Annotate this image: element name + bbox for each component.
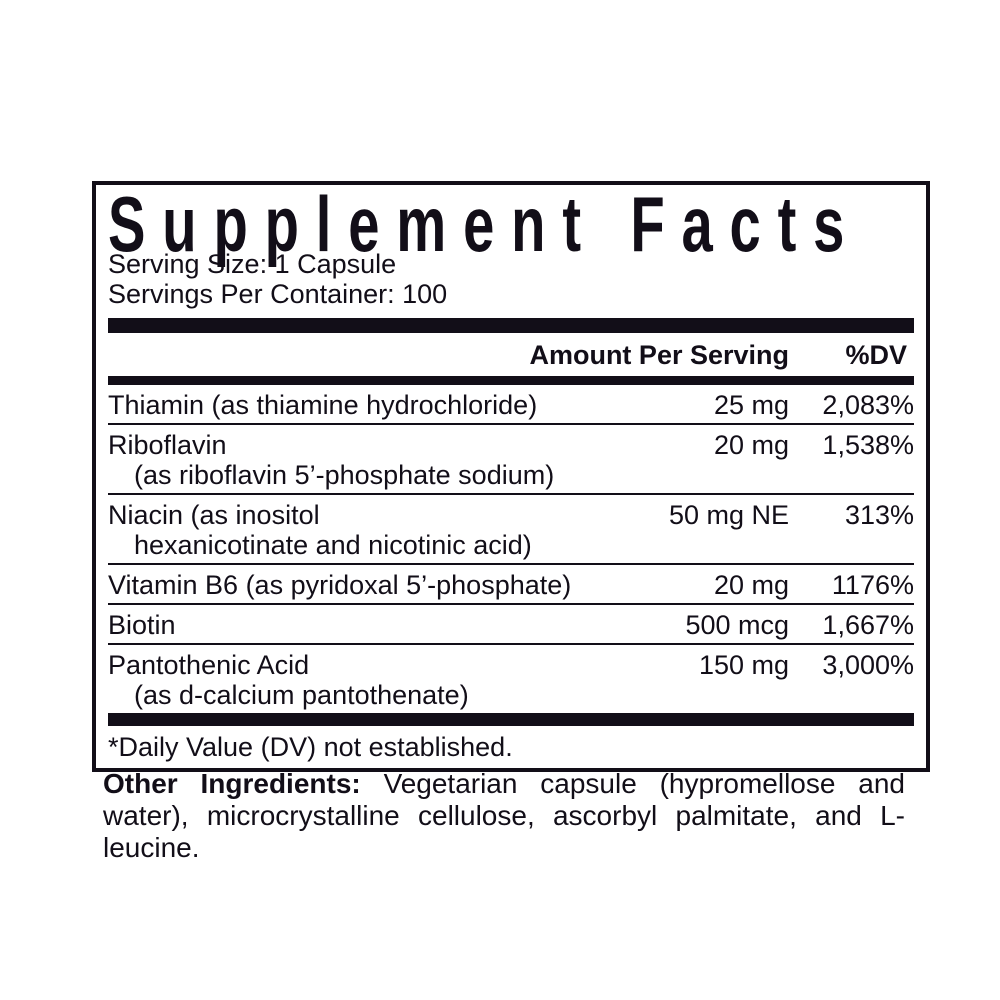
nutrient-subname: hexanicotinate and nicotinic acid)	[134, 530, 532, 560]
table-row: Thiamin (as thiamine hydrochloride) 25 m…	[108, 385, 914, 425]
other-ingredients-label: Other Ingredients:	[103, 768, 361, 799]
other-ingredients-text: Vegetarian capsule (hypromellose and wat…	[103, 768, 905, 863]
nutrient-dv: 3,000%	[822, 650, 914, 680]
nutrient-name-cell: Pantothenic Acid (as d-calcium pantothen…	[108, 650, 619, 710]
nutrient-amount: 50 mg NE	[668, 500, 789, 530]
nutrient-table: Thiamin (as thiamine hydrochloride) 25 m…	[108, 385, 914, 713]
nutrient-dv: 1,667%	[822, 610, 914, 640]
nutrient-name-cell: Niacin (as inositol hexanicotinate and n…	[108, 500, 619, 560]
nutrient-amount: 500 mcg	[685, 610, 789, 640]
nutrient-subname: (as d-calcium pantothenate)	[134, 680, 469, 710]
nutrient-subname: (as riboflavin 5’-phosphate sodium)	[134, 460, 555, 490]
nutrient-name: Thiamin (as thiamine hydrochloride)	[108, 390, 538, 420]
servings-per-container: Servings Per Container: 100	[108, 279, 448, 309]
table-row: Vitamin B6 (as pyridoxal 5’-phosphate) 2…	[108, 565, 914, 605]
divider-thick-bottom	[108, 713, 914, 726]
nutrient-amount: 150 mg	[698, 650, 789, 680]
nutrient-dv: 1176%	[831, 570, 914, 600]
daily-value-footnote: *Daily Value (DV) not established.	[108, 732, 513, 762]
nutrient-name: Vitamin B6 (as pyridoxal 5’-phosphate)	[108, 570, 572, 600]
nutrient-name: Biotin	[108, 610, 176, 640]
column-headers: Amount Per Serving %DV	[108, 333, 914, 376]
panel-title: Supplement Facts	[108, 180, 862, 268]
percent-dv-header: %DV	[845, 340, 907, 370]
nutrient-dv: 2,083%	[822, 390, 914, 420]
nutrient-name-cell: Riboflavin (as riboflavin 5’-phosphate s…	[108, 430, 619, 490]
nutrient-name-cell: Biotin	[108, 610, 619, 640]
table-row: Riboflavin (as riboflavin 5’-phosphate s…	[108, 425, 914, 495]
other-ingredients: Other Ingredients: Vegetarian capsule (h…	[103, 768, 905, 864]
table-row: Biotin 500 mcg 1,667%	[108, 605, 914, 645]
nutrient-name-cell: Thiamin (as thiamine hydrochloride)	[108, 390, 619, 420]
table-row: Niacin (as inositol hexanicotinate and n…	[108, 495, 914, 565]
nutrient-name: Riboflavin	[108, 430, 227, 460]
nutrient-name: Pantothenic Acid	[108, 650, 310, 680]
nutrient-dv: 1,538%	[822, 430, 914, 460]
supplement-facts-panel: Supplement Facts Serving Size: 1 Capsule…	[92, 181, 930, 772]
nutrient-name-cell: Vitamin B6 (as pyridoxal 5’-phosphate)	[108, 570, 619, 600]
nutrient-name: Niacin (as inositol	[108, 500, 320, 530]
divider-thick-top	[108, 318, 914, 333]
amount-per-serving-header: Amount Per Serving	[529, 340, 789, 370]
nutrient-amount: 20 mg	[713, 570, 789, 600]
table-row: Pantothenic Acid (as d-calcium pantothen…	[108, 645, 914, 713]
nutrient-amount: 20 mg	[713, 430, 789, 460]
divider-medium	[108, 376, 914, 385]
nutrient-dv: 313%	[844, 500, 914, 530]
nutrient-amount: 25 mg	[713, 390, 789, 420]
serving-size: Serving Size: 1 Capsule	[108, 249, 397, 279]
